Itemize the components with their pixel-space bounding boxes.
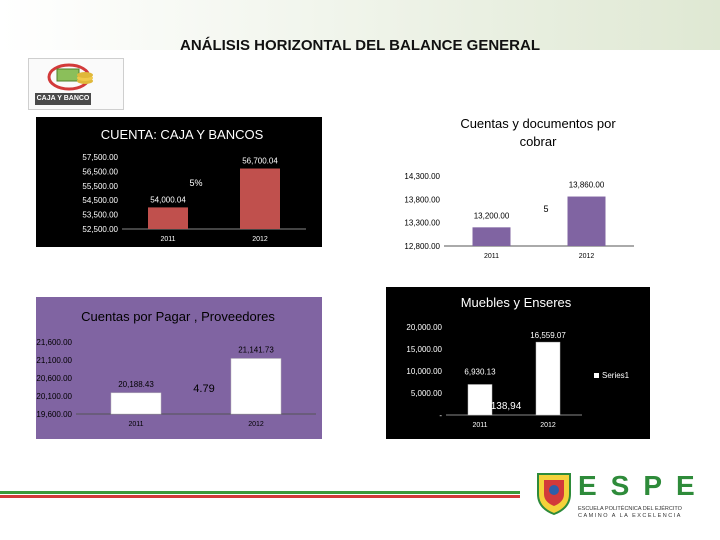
x-tick-label-2011: 2011 — [484, 253, 499, 260]
data-label-2012: 56,700.04 — [242, 157, 278, 166]
shield-icon — [537, 473, 571, 516]
data-label-2012: 13,860.00 — [569, 181, 605, 190]
chart-title-line: Cuentas y documentos por — [460, 116, 616, 131]
chart-title: Cuentas por Pagar , Proveedores — [81, 309, 275, 324]
bar-2012 — [230, 358, 282, 415]
chart-annotation: 4.79 — [193, 383, 214, 395]
bar-2011 — [148, 207, 188, 229]
espe-logo: ESPE ESCUELA POLITÉCNICA DEL EJÉRCITO CA… — [534, 470, 710, 522]
y-tick-label: 21,100.00 — [36, 356, 72, 365]
y-tick-label: 55,500.00 — [82, 182, 118, 191]
chart-title-line: cobrar — [520, 134, 558, 149]
chart-caja-bancos: CUENTA: CAJA Y BANCOS 57,500.00 56,500.00 5… — [36, 117, 322, 247]
data-label-2011: 20,188.43 — [118, 380, 154, 389]
chart-title: CUENTA: CAJA Y BANCOS — [101, 127, 264, 142]
x-tick-label-2011: 2011 — [128, 421, 143, 428]
x-tick-label-2011: 2011 — [472, 422, 487, 429]
y-tick-label: 5,000.00 — [411, 389, 443, 398]
footer-line-red — [0, 495, 520, 498]
legend-swatch — [594, 373, 599, 378]
y-tick-label: 13,800.00 — [404, 195, 440, 204]
header-band — [0, 0, 720, 50]
x-tick-label-2012: 2012 — [540, 422, 556, 429]
chart-cuentas-por-pagar: Cuentas por Pagar , Proveedores 21,600.00… — [36, 297, 322, 439]
y-tick-label: 14,300.00 — [404, 172, 440, 181]
espe-motto: CAMINO A LA EXCELENCIA — [578, 513, 682, 519]
x-tick-label-2012: 2012 — [248, 421, 264, 428]
y-tick-label: 13,300.00 — [404, 219, 440, 228]
y-tick-label: 20,600.00 — [36, 374, 72, 383]
x-tick-label-2011: 2011 — [160, 236, 175, 243]
chart-muebles-enseres: Muebles y Enseres 20,000.00 15,000.00 10,00… — [386, 287, 650, 439]
y-tick-label: 20,100.00 — [36, 392, 72, 401]
data-label-2012: 21,141.73 — [238, 345, 274, 354]
data-label-2011: 6,930.13 — [464, 368, 496, 377]
chart-cuentas-por-cobrar: Cuentas y documentos porcobrarCuentas y … — [386, 106, 636, 268]
y-tick-label: 57,500.00 — [82, 153, 118, 162]
bar-2012 — [567, 196, 606, 246]
data-label-2011: 54,000.04 — [150, 195, 186, 204]
chart-annotation: 138,94 — [491, 401, 522, 412]
bar-2011 — [472, 227, 511, 246]
y-tick-label: 20,000.00 — [406, 323, 442, 332]
slide-title: ANÁLISIS HORIZONTAL DEL BALANCE GENERAL — [179, 37, 540, 54]
money-icon — [47, 63, 93, 91]
espe-name: ESPE — [578, 470, 709, 501]
x-tick-label-2012: 2012 — [252, 236, 268, 243]
bar-2012 — [535, 341, 561, 416]
legend-label: Series1 — [602, 371, 630, 380]
caja-banco-logo: CAJA Y BANCO — [28, 58, 124, 110]
x-tick-label-2012: 2012 — [579, 253, 595, 260]
y-tick-label: 56,500.00 — [82, 167, 118, 176]
chart-title: Muebles y Enseres — [461, 295, 572, 310]
data-label-2012: 16,559.07 — [530, 331, 566, 340]
logo-caption: CAJA Y BANCO — [35, 93, 91, 105]
footer-line-green — [0, 491, 520, 494]
chart-annotation: 5 — [543, 204, 548, 214]
data-label-2011: 13,200.00 — [474, 211, 510, 220]
y-tick-label: 21,600.00 — [36, 338, 72, 347]
y-tick-label: 12,800.00 — [404, 242, 440, 251]
bar-2011 — [467, 384, 493, 416]
y-tick-label: - — [439, 411, 442, 420]
y-tick-label: 15,000.00 — [406, 345, 442, 354]
y-tick-label: 54,500.00 — [82, 196, 118, 205]
y-tick-label: 52,500.00 — [82, 225, 118, 234]
y-tick-label: 53,500.00 — [82, 211, 118, 220]
espe-subtitle: ESCUELA POLITÉCNICA DEL EJÉRCITO — [578, 506, 682, 512]
bar-2012 — [240, 168, 280, 229]
y-tick-label: 10,000.00 — [406, 367, 442, 376]
bar-2011 — [110, 392, 162, 415]
chart-background — [386, 287, 650, 439]
y-tick-label: 19,600.00 — [36, 410, 72, 419]
chart-annotation: 5% — [189, 178, 202, 188]
